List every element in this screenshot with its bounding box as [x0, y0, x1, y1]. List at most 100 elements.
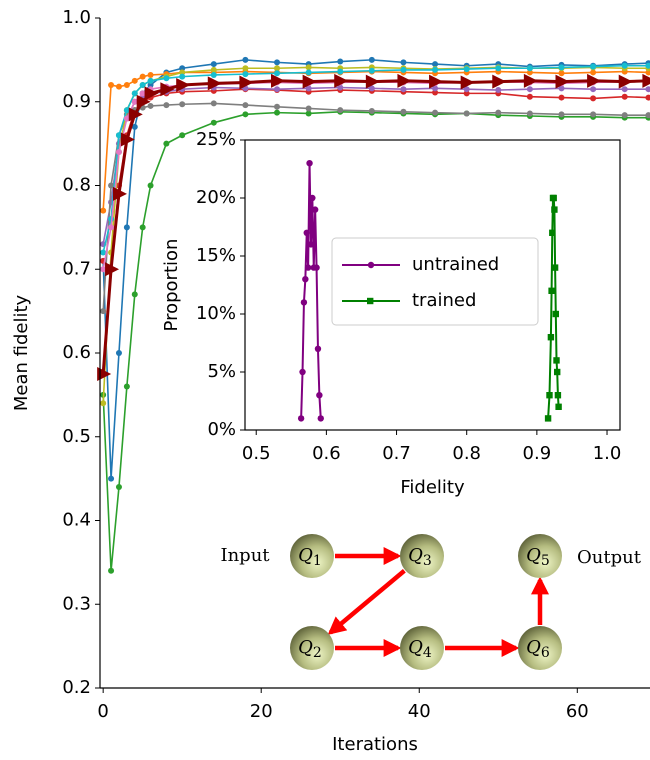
marker	[645, 112, 650, 119]
qubit-index: 2	[313, 645, 322, 661]
marker	[163, 102, 170, 109]
x-tick-label: 0	[97, 701, 108, 722]
y-tick-label: 0%	[207, 419, 236, 440]
x-axis-label: Iterations	[332, 734, 418, 755]
marker	[548, 287, 555, 294]
marker	[179, 65, 186, 72]
y-tick-label: 0.2	[62, 677, 91, 698]
series-line	[102, 80, 649, 270]
qubit-node	[518, 534, 562, 578]
marker	[621, 93, 628, 100]
marker	[210, 61, 217, 68]
y-tick-label: 0.4	[62, 510, 91, 531]
marker	[304, 264, 312, 271]
marker	[432, 109, 439, 116]
arrow	[327, 569, 406, 635]
marker	[463, 86, 470, 93]
marker	[274, 109, 281, 116]
marker	[590, 69, 597, 76]
marker	[100, 400, 107, 407]
marker	[131, 90, 138, 97]
marker	[210, 100, 217, 107]
marker	[242, 102, 249, 109]
x-tick-label: 0.6	[312, 443, 341, 464]
marker	[123, 224, 130, 231]
marker	[108, 567, 115, 574]
marker	[495, 109, 502, 116]
legend-label: untrained	[412, 254, 499, 275]
y-tick-label: 15%	[196, 245, 236, 266]
marker	[131, 98, 138, 105]
marker	[147, 77, 154, 84]
marker	[306, 160, 313, 167]
marker	[100, 308, 107, 315]
marker	[139, 224, 146, 231]
marker	[621, 112, 628, 119]
marker	[305, 85, 312, 92]
y-axis-label: Proportion	[161, 239, 182, 332]
marker	[316, 392, 323, 399]
marker	[311, 206, 319, 213]
qubit-symbol: Q	[298, 637, 313, 658]
marker	[460, 75, 475, 90]
marker	[120, 132, 135, 147]
marker	[307, 241, 315, 248]
marker	[317, 415, 324, 422]
marker	[305, 110, 312, 117]
qubit-index: 5	[541, 553, 550, 569]
marker	[621, 62, 628, 69]
marker	[163, 75, 170, 82]
marker	[302, 74, 317, 89]
marker	[207, 76, 222, 91]
marker	[621, 86, 628, 93]
qubit-label: Q1	[298, 545, 322, 569]
marker	[100, 207, 107, 214]
marker	[108, 475, 115, 482]
marker	[115, 149, 122, 155]
marker	[555, 403, 562, 410]
marker	[274, 70, 281, 77]
marker	[432, 61, 439, 68]
marker	[365, 74, 380, 89]
marker	[590, 86, 597, 93]
x-tick-label: 0.9	[523, 443, 552, 464]
qubit-node	[290, 626, 334, 670]
marker	[242, 65, 249, 72]
y-tick-label: 20%	[196, 187, 236, 208]
marker	[136, 94, 151, 109]
marker	[526, 65, 533, 72]
marker	[432, 66, 439, 73]
legend-marker	[367, 261, 375, 269]
marker	[242, 71, 249, 78]
x-axis-label: Fidelity	[400, 477, 465, 498]
marker	[368, 67, 375, 74]
marker	[495, 87, 502, 94]
marker	[526, 110, 533, 117]
marker	[271, 73, 286, 88]
qubit-label: Q4	[408, 637, 432, 661]
marker	[115, 350, 122, 356]
marker	[274, 86, 281, 93]
y-tick-label: 0.3	[62, 593, 91, 614]
marker	[554, 368, 561, 376]
marker	[552, 310, 560, 318]
marker	[400, 66, 407, 73]
marker	[179, 69, 186, 76]
marker	[590, 111, 597, 118]
x-tick-label: 60	[566, 701, 589, 722]
marker	[108, 224, 115, 231]
marker	[313, 264, 320, 271]
marker	[210, 66, 217, 73]
y-tick-label: 0.7	[62, 258, 91, 279]
marker	[432, 89, 439, 96]
marker	[147, 71, 154, 78]
marker	[303, 229, 310, 236]
marker	[123, 115, 130, 122]
marker	[550, 194, 557, 202]
marker	[337, 58, 344, 65]
marker	[642, 73, 650, 88]
qubit-symbol: Q	[408, 637, 423, 658]
marker	[305, 69, 312, 76]
marker	[97, 366, 112, 381]
marker	[123, 107, 130, 114]
